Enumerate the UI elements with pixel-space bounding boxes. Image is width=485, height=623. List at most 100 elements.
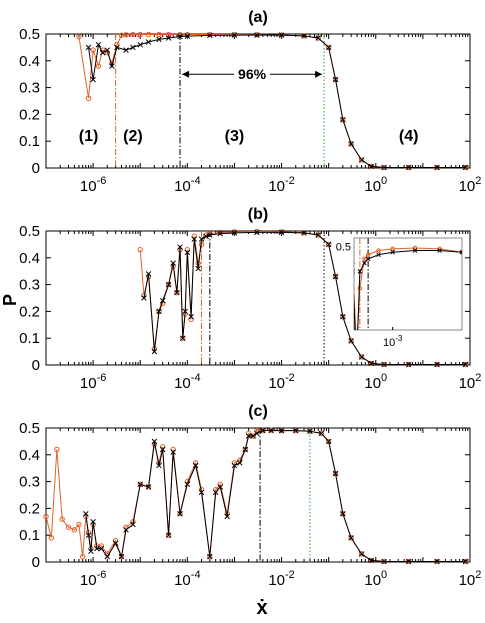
x-tick-label: 100 [364,569,387,589]
data-point-orange [165,31,172,38]
data-point-orange [278,229,285,235]
data-point-black [434,558,440,565]
data-point-orange [76,33,82,40]
x-tick-label: 10-2 [268,569,294,589]
data-point-orange [365,252,371,257]
arrow-label-bg [234,64,271,85]
data-point-black [332,273,339,280]
panel-c: (c) 0 0.1 0.2 0.3 0.4 0.5 10-6 10-4 10-2 100 102 [19,403,481,589]
data-point-black [315,35,321,41]
data-point-black [405,164,412,171]
data-point-black [462,164,469,171]
y-tick-label: 0 [32,357,40,374]
arrow-head [182,70,190,78]
data-point-black [301,33,307,39]
data-point-orange [242,446,249,453]
data-point-black [245,433,252,439]
data-point-orange [348,535,354,541]
data-point-black [368,360,374,367]
data-point-black [195,265,201,272]
data-point-black [165,532,172,538]
data-point-orange [71,527,78,533]
data-point-black [325,241,332,248]
data-point-black [340,314,346,320]
data-point-orange [207,31,213,38]
data-point-black [301,230,307,236]
data-point-orange [254,228,260,235]
series-line-black [88,34,466,168]
data-point-black [381,558,387,565]
data-point-black [83,511,89,517]
data-point-black [188,314,194,320]
data-point-black [203,233,209,240]
data-point-black [254,430,260,437]
data-point-orange [217,229,223,236]
y-tick-label: 0.2 [19,303,40,320]
data-point-black [207,32,213,39]
data-point-black [156,36,162,43]
inset-series [354,238,462,330]
data-point-black [145,39,152,45]
series-line-black [143,231,466,365]
data-point-black [159,446,166,453]
panel-title: (b) [248,206,268,223]
region-label: (4) [399,128,419,145]
data-point-orange [85,95,92,102]
panel-title: (a) [248,9,268,26]
series-line-orange [78,34,466,168]
data-point-black [95,41,102,48]
y-tick-label: 0.1 [19,330,40,347]
data-point-black [358,551,365,557]
data-point-black [362,260,367,266]
y-tick-label: 0 [32,160,40,177]
data-point-black [381,361,387,368]
data-point-black [151,348,158,355]
data-point-black [145,271,152,277]
data-point-black [98,545,105,552]
data-point-black [174,289,180,296]
data-point-black [165,281,172,288]
data-point-orange [268,427,274,433]
data-point-orange [412,245,418,251]
data-point-black [114,44,120,51]
inset-frame [353,237,463,331]
x-tick-label: 10-6 [80,569,106,589]
data-point-black [207,553,213,560]
data-point-orange [48,535,55,541]
data-point-black [254,229,260,236]
data-point-black [340,117,346,123]
data-point-black [231,230,238,236]
data-point-orange [362,256,367,262]
data-point-black [212,489,219,496]
data-point-orange [43,513,49,520]
x-tick-label: 10-6 [80,175,106,195]
data-point-black [318,430,325,437]
data-point-black [182,308,188,315]
data-point-orange [390,246,395,252]
data-point-black [358,157,365,163]
range-label: 96% [238,66,267,82]
data-point-orange [231,31,238,38]
data-point-black [462,558,469,565]
data-point-black [137,481,143,488]
data-point-orange [354,261,355,265]
data-point-black [358,354,365,360]
panel-b: (b) 0 0.1 0.2 0.3 0.4 0.5 10-6 10-4 10-2 100 102 0.5… [19,206,481,392]
x-tick-label: 10-6 [80,372,106,392]
data-point-black [357,269,363,274]
y-tick-label: 0 [32,554,40,571]
y-tick-label: 0.3 [19,277,40,294]
y-tick-label: 0.3 [19,80,40,97]
data-point-black [123,47,129,53]
data-point-black [191,236,197,242]
x-tick-label: 100 [364,372,387,392]
data-point-black [192,462,199,469]
data-point-orange [123,32,129,38]
data-point-orange [137,247,143,253]
arrow-head [315,70,323,78]
data-point-black [348,535,354,541]
data-point-black [130,44,136,51]
data-point-orange [376,248,381,253]
data-point-black [348,338,354,344]
y-tick-label: 0.5 [19,223,40,240]
